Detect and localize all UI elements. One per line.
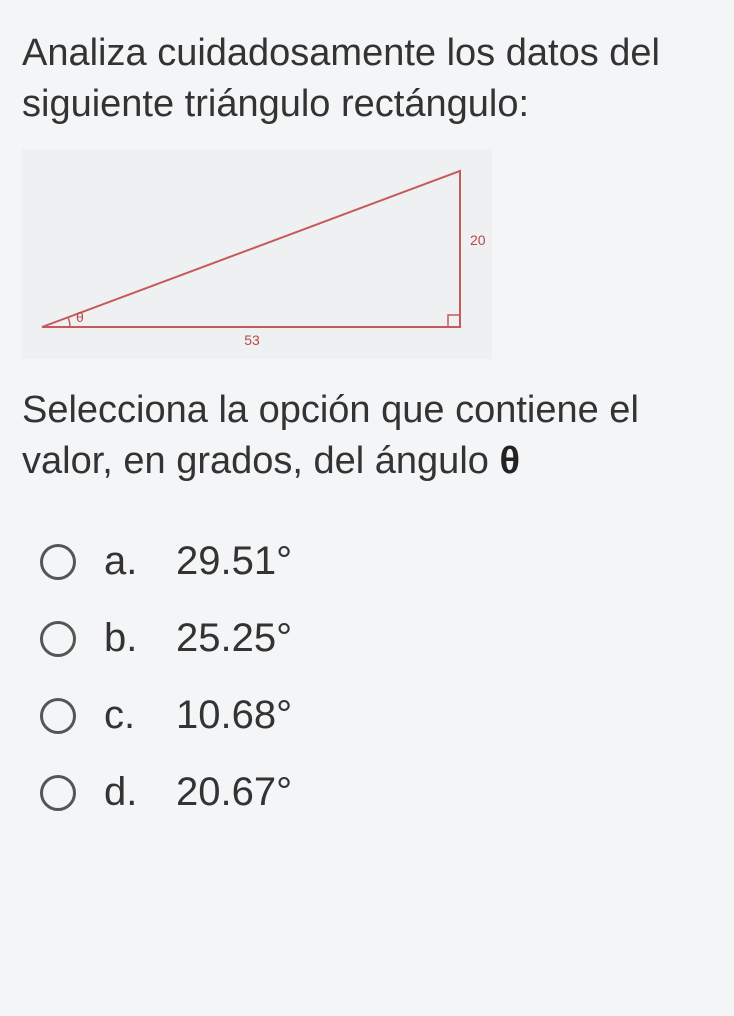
option-b[interactable]: b. 25.25°	[22, 616, 712, 661]
option-letter: a.	[104, 539, 148, 584]
option-value: 10.68°	[176, 693, 292, 738]
radio-icon[interactable]	[40, 544, 76, 580]
option-d[interactable]: d. 20.67°	[22, 770, 712, 815]
option-value: 25.25°	[176, 616, 292, 661]
option-letter: c.	[104, 693, 148, 738]
radio-icon[interactable]	[40, 698, 76, 734]
question-prompt: Selecciona la opción que contiene el val…	[22, 385, 712, 488]
theta-label: θ	[76, 309, 84, 325]
option-value: 29.51°	[176, 539, 292, 584]
radio-icon[interactable]	[40, 775, 76, 811]
option-letter: d.	[104, 770, 148, 815]
option-c[interactable]: c. 10.68°	[22, 693, 712, 738]
question-intro: Analiza cuidadosamente los datos del sig…	[22, 28, 712, 131]
option-a[interactable]: a. 29.51°	[22, 539, 712, 584]
theta-symbol: θ	[499, 440, 520, 482]
right-angle-mark	[448, 315, 460, 327]
prompt-text-span: Selecciona la opción que contiene el val…	[22, 389, 639, 482]
triangle-shape	[42, 171, 460, 327]
theta-arc	[68, 317, 70, 327]
option-value: 20.67°	[176, 770, 292, 815]
side-adjacent-label: 53	[244, 332, 260, 348]
triangle-diagram: θ 20 53	[22, 149, 492, 359]
options-list: a. 29.51° b. 25.25° c. 10.68° d. 20.67°	[22, 539, 712, 815]
option-letter: b.	[104, 616, 148, 661]
radio-icon[interactable]	[40, 621, 76, 657]
side-opposite-label: 20	[470, 232, 486, 248]
